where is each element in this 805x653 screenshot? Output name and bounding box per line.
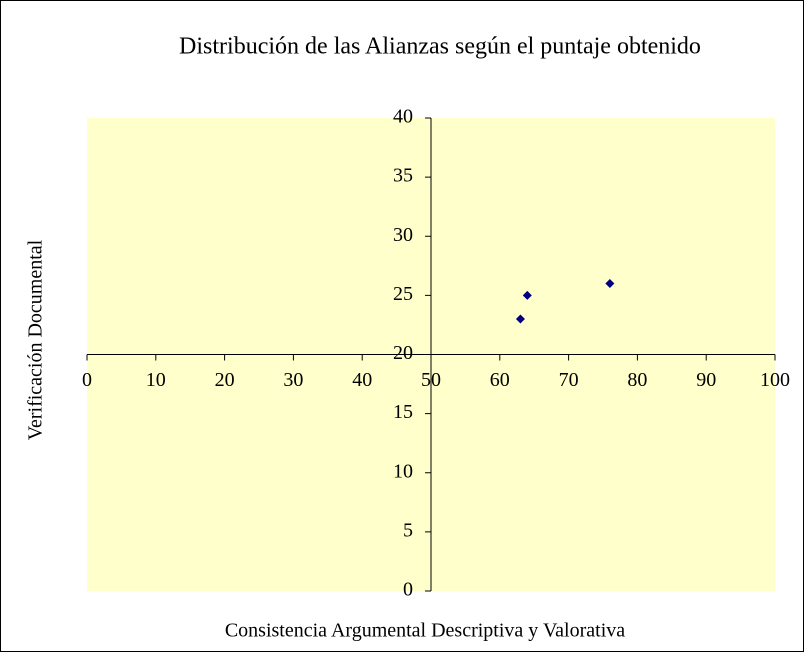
x-tick-label: 10 [146, 369, 166, 391]
scatter-point [605, 279, 615, 289]
y-tick-label: 0 [403, 579, 413, 601]
y-tick-label: 5 [403, 519, 413, 541]
x-tick-label: 0 [82, 369, 92, 391]
x-tick-label: 90 [696, 369, 716, 391]
scatter-point [515, 314, 525, 324]
x-tick-label: 70 [559, 369, 579, 391]
y-tick-label: 25 [393, 283, 413, 305]
scatter-point [522, 290, 532, 300]
y-tick-label: 30 [393, 224, 413, 246]
x-tick-label: 30 [283, 369, 303, 391]
chart-title: Distribución de las Alianzas según el pu… [179, 34, 701, 60]
y-tick-label: 15 [393, 401, 413, 423]
y-tick-label: 10 [393, 460, 413, 482]
y-axis-label: Verificación Documental [25, 239, 47, 440]
y-tick-label: 40 [393, 106, 413, 128]
x-tick-label: 20 [215, 369, 235, 391]
x-axis-label: Consistencia Argumental Descriptiva y Va… [225, 620, 625, 642]
y-tick-label: 20 [393, 342, 413, 364]
x-tick-label: 80 [627, 369, 647, 391]
y-tick-label: 35 [393, 165, 413, 187]
x-tick-label: 50 [421, 369, 441, 391]
x-tick-label: 40 [352, 369, 372, 391]
x-tick-label: 100 [760, 369, 790, 391]
x-tick-label: 60 [490, 369, 510, 391]
